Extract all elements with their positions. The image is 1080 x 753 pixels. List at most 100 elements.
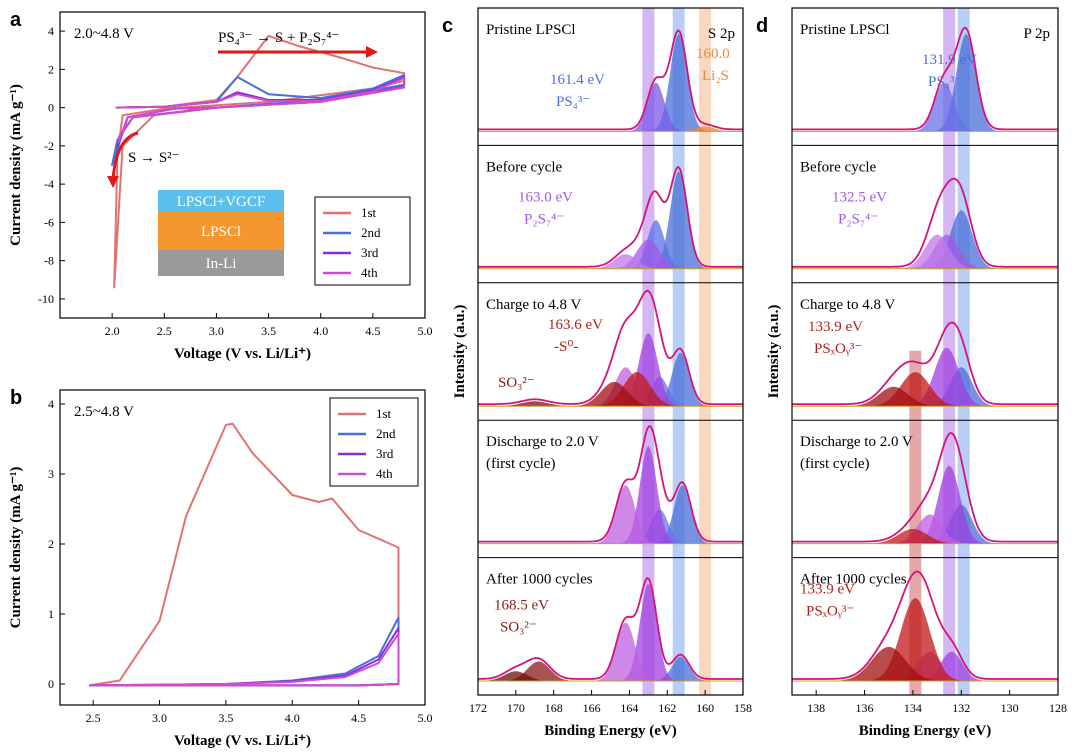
species-annotation: PSₓOᵧ³⁻ — [806, 604, 854, 620]
x-tick-label: 138 — [807, 701, 825, 715]
envelope-line — [792, 177, 1058, 268]
stack-layer-label: LPSCl — [201, 224, 241, 240]
reaction-oxidation: PS₄³⁻ → S + P₂S₇⁴⁻ — [218, 30, 339, 46]
x-tick-label: 170 — [507, 701, 525, 715]
peak-annotation: 133.9 eV — [808, 319, 863, 335]
stack-layer-label: LPSCl+VGCF — [177, 194, 266, 210]
y-tick-label: -4 — [44, 177, 54, 191]
x-tick-label: 168 — [545, 701, 563, 715]
species-annotation: PS₄³⁻ — [556, 94, 590, 110]
stack-layer-label: In-Li — [206, 256, 237, 272]
x-tick-label: 2.5 — [157, 324, 172, 338]
arrow-oxidation-head — [366, 46, 378, 58]
species-annotation: PS₄³⁻ — [928, 74, 962, 90]
panel-label: c — [442, 15, 453, 37]
envelope-line — [478, 289, 743, 406]
y-tick-label: 3 — [48, 467, 54, 481]
x-tick-label: 2.5 — [86, 711, 101, 725]
y-tick-label: 4 — [48, 24, 54, 38]
row-subtitle: (first cycle) — [486, 456, 556, 472]
reaction-reduction: S → S²⁻ — [128, 150, 180, 166]
x-tick-label: 5.0 — [418, 324, 433, 338]
legend-entry: 4th — [361, 265, 378, 280]
legend-entry: 3rd — [361, 245, 379, 260]
x-tick-label: 130 — [1001, 701, 1019, 715]
x-tick-label: 136 — [856, 701, 874, 715]
x-tick-label: 3.5 — [218, 711, 233, 725]
envelope-line — [477, 577, 743, 680]
stack-layer — [158, 190, 284, 212]
fit-peak — [792, 529, 1058, 544]
row-title: After 1000 cycles — [486, 572, 593, 588]
arrow-reduction-head — [107, 176, 119, 188]
y-axis-label: Current density (mA g⁻¹) — [8, 84, 24, 246]
row-title: Before cycle — [800, 159, 877, 175]
row-title: Before cycle — [486, 159, 563, 175]
species-annotation: PSₓOᵧ³⁻ — [814, 341, 862, 357]
x-tick-label: 3.0 — [209, 324, 224, 338]
panel-d: Pristine LPSCl 131.9 eV PS₄³⁻ Before cycle 1… — [756, 7, 1067, 739]
y-axis-label: Intensity (a.u.) — [452, 305, 468, 399]
x-axis-label: Binding Energy (eV) — [544, 723, 677, 739]
y-axis-label: Intensity (a.u.) — [766, 305, 782, 399]
species-annotation: SO₃²⁻ — [500, 620, 537, 636]
row-title: Charge to 4.8 V — [800, 297, 895, 313]
panel-b: 2.5 3.0 3.5 4.0 4.5 5.0 0 1 2 3 4 Voltage (V vs. Li… — [8, 387, 433, 749]
y-tick-label: -10 — [38, 292, 54, 306]
x-tick-label: 128 — [1049, 701, 1067, 715]
fit-peak — [792, 234, 1058, 269]
x-tick-label: 166 — [583, 701, 601, 715]
y-tick-label: 2 — [48, 62, 54, 76]
panel-label: b — [10, 387, 22, 409]
species-annotation: P₂S₇⁴⁻ — [838, 211, 878, 227]
plot-frame — [477, 7, 744, 696]
plot-frame — [791, 7, 1059, 696]
envelope-line — [478, 29, 743, 131]
x-tick-label: 134 — [904, 701, 922, 715]
y-tick-label: 2 — [48, 537, 54, 551]
x-tick-label: 5.0 — [418, 711, 433, 725]
legend-entry: 1st — [361, 205, 377, 220]
peak-annotation: 163.0 eV — [518, 189, 573, 205]
x-axis-label: Voltage (V vs. Li/Li⁺) — [174, 346, 311, 362]
row-title: Pristine LPSCl — [486, 22, 576, 38]
panel-label: d — [756, 15, 768, 37]
x-tick-label: 160 — [696, 701, 714, 715]
panel-c: Pristine LPSCl 161.4 eV PS₄³⁻ 160.0 Li₂S Befo… — [442, 7, 752, 739]
x-tick-label: 3.5 — [261, 324, 276, 338]
x-axis-label: Voltage (V vs. Li/Li⁺) — [174, 733, 311, 749]
x-tick-label: 162 — [658, 701, 676, 715]
row-title: After 1000 cycles — [800, 572, 907, 588]
row-subtitle: (first cycle) — [800, 456, 870, 472]
x-tick-label: 4.5 — [365, 324, 380, 338]
fit-peak — [478, 401, 743, 407]
fit-peak — [478, 656, 743, 681]
x-tick-label: 158 — [734, 701, 752, 715]
x-tick-label: 4.0 — [313, 324, 328, 338]
y-tick-label: 4 — [48, 397, 54, 411]
stack-layer — [158, 250, 284, 276]
fit-peak — [478, 381, 743, 407]
voltage-range: 2.0~4.8 V — [74, 26, 134, 42]
element-label: S 2p — [708, 26, 735, 42]
y-tick-label: 0 — [48, 677, 54, 691]
envelope-line — [792, 321, 1058, 406]
voltage-range: 2.5~4.8 V — [74, 404, 134, 420]
species-annotation: P₂S₇⁴⁻ — [524, 211, 564, 227]
panel-label: a — [10, 9, 22, 31]
series-line-4th — [117, 77, 406, 144]
fit-peak — [792, 514, 1058, 544]
species-annotation: Li₂S — [702, 68, 729, 84]
row-title: Pristine LPSCl — [800, 22, 890, 38]
fit-peak — [478, 485, 743, 544]
peak-annotation: 168.5 eV — [494, 598, 549, 614]
species-annotation: -S⁰- — [554, 339, 578, 355]
peak-annotation: SO₃²⁻ — [498, 375, 535, 391]
peak-annotation: 131.9 eV — [922, 52, 977, 68]
y-tick-label: -6 — [44, 215, 54, 229]
legend-box — [329, 397, 419, 487]
x-axis-label: Binding Energy (eV) — [859, 723, 992, 739]
fit-peak — [478, 622, 743, 681]
peak-annotation: 161.4 eV — [550, 72, 605, 88]
